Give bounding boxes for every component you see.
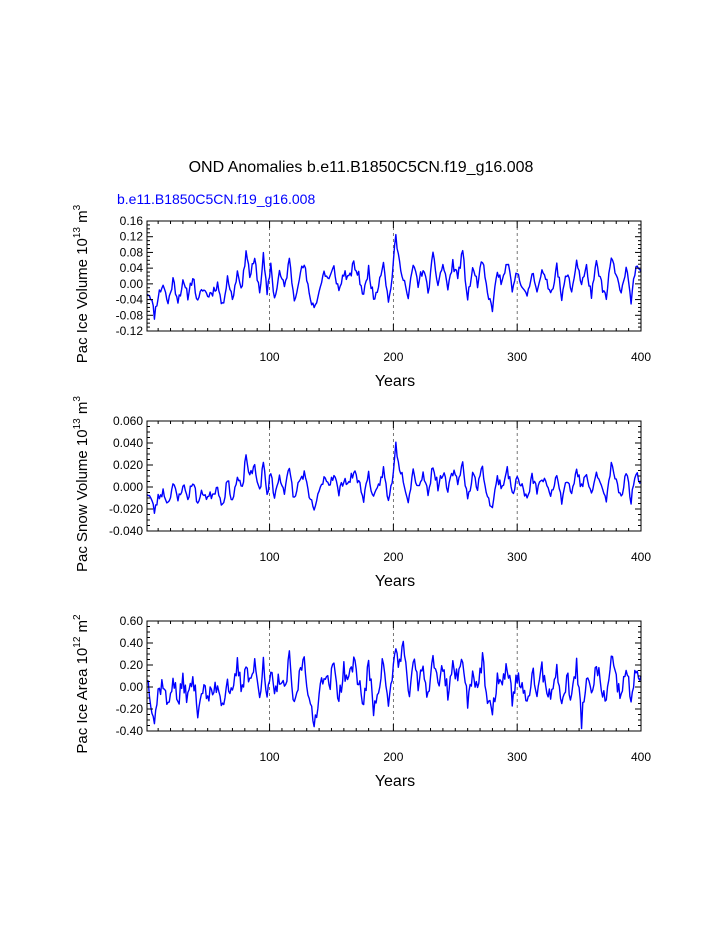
chart-panel-3: -0.40 -0.20 0.00 0.20 0.40 0.60 100 200 300 400 Ye… [72,614,651,790]
y-tick-label: 0.60 [120,614,144,628]
y-label-exponent: 13 [72,227,83,239]
x-axis-label: Years [375,773,415,790]
series-line [146,640,642,730]
y-tick-label: -0.40 [116,724,144,738]
x-tick-label: 300 [507,750,527,764]
y-tick-label: 0.060 [113,414,143,428]
x-axis-label: Years [375,373,415,390]
y-tick-label: 0.08 [120,245,144,259]
x-tick-label: 200 [383,550,403,564]
x-tick-label: 400 [631,750,651,764]
y-label-unit: m [74,210,91,227]
y-label-exponent: 13 [72,418,83,430]
y-tick-label: 0.04 [120,261,144,275]
y-tick-label: 0.00 [120,680,144,694]
figure-title: OND Anomalies b.e11.B1850C5CN.f19_g16.00… [189,159,534,176]
x-tick-label: 200 [383,350,403,364]
y-tick-label: -0.040 [109,524,143,538]
y-label-exponent: 12 [72,636,83,648]
series-line [146,233,642,320]
y-tick-label: -0.020 [109,502,143,516]
x-tick-label: 100 [260,350,280,364]
y-axis-label: Pac Ice Volume 1013 m3 [72,204,91,363]
y-tick-label: 0.16 [120,214,144,228]
y-tick-label: 0.000 [113,480,143,494]
y-tick-label: 0.020 [113,458,143,472]
y-tick-label: -0.12 [116,324,144,338]
series-line [146,441,642,515]
chart-panel-2: -0.040 -0.020 0.000 0.020 0.040 0.060 100 200 30… [72,396,651,590]
y-tick-label: -0.08 [116,308,144,322]
x-tick-label: 300 [507,550,527,564]
chart-panel-1: -0.12 -0.08-0.04 0.00 0.04 0.080.12 0.16 100 20… [72,204,651,390]
x-tick-label: 200 [383,750,403,764]
x-tick-label: 100 [260,550,280,564]
y-tick-label: -0.20 [116,702,144,716]
y-axis-label: Pac Snow Volume 1013 m3 [72,396,91,572]
y-label-main: Pac Ice Area 10 [74,648,91,754]
y-label-unit: m [74,402,91,419]
y-label-main: Pac Snow Volume 10 [74,429,91,572]
run-label: b.e11.B1850C5CN.f19_g16.008 [117,191,315,207]
x-tick-label: 400 [631,350,651,364]
y-tick-label: 0.12 [120,230,144,244]
y-label-unit-exponent: 3 [72,204,83,210]
y-tick-label: 0.00 [120,277,144,291]
y-tick-label: 0.40 [120,636,144,650]
y-tick-label: 0.20 [120,658,144,672]
x-tick-label: 300 [507,350,527,364]
x-tick-label: 100 [260,750,280,764]
x-axis-label: Years [375,573,415,590]
x-tick-label: 400 [631,550,651,564]
y-label-unit: m [74,620,91,637]
y-label-main: Pac Ice Volume 10 [74,238,91,363]
y-tick-label: -0.04 [116,293,144,307]
y-tick-label: 0.040 [113,436,143,450]
y-label-unit-exponent: 2 [72,614,83,620]
y-axis-label: Pac Ice Area 1012 m2 [72,614,91,754]
plot-frame [146,420,642,532]
y-label-unit-exponent: 3 [72,396,83,402]
